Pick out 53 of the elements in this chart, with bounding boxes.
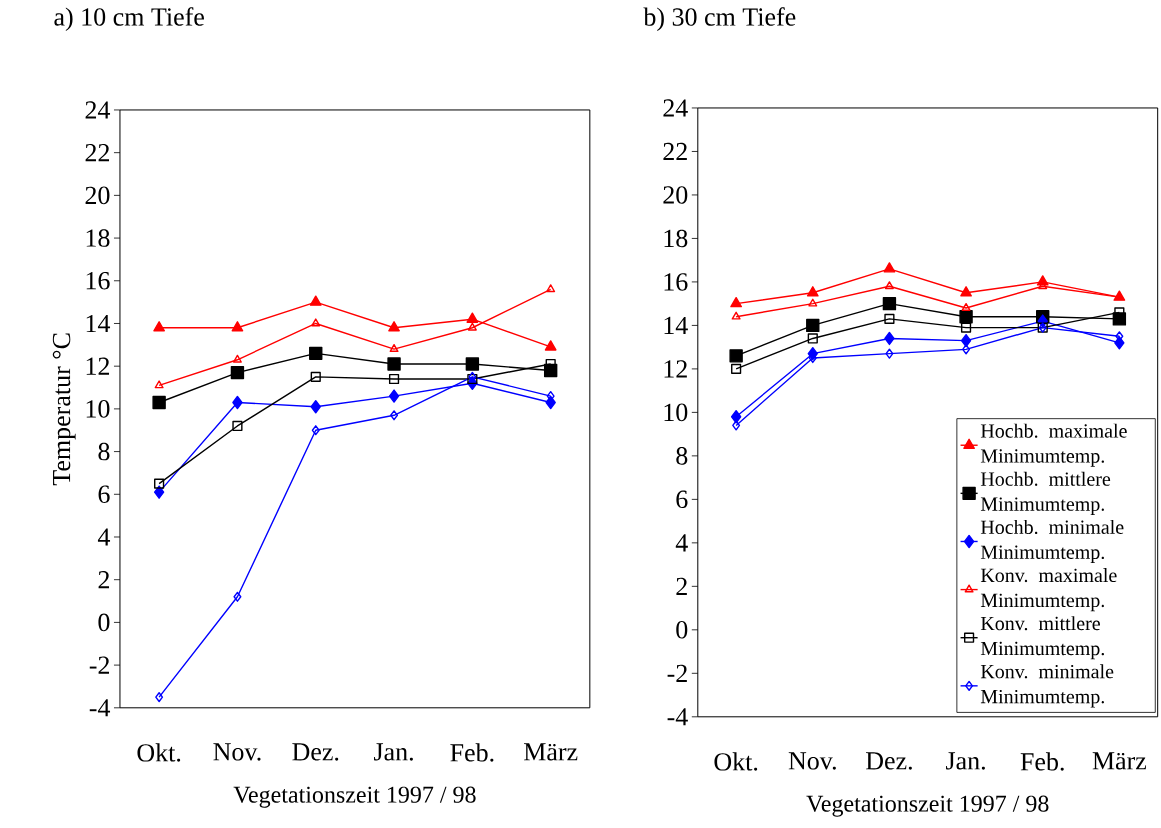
y-tick-label: 20 xyxy=(663,186,688,204)
y-tick-label: -2 xyxy=(667,664,687,683)
y-tick-label: 0 xyxy=(676,621,688,639)
chart-title: b) 30 cm Tiefe xyxy=(643,7,796,32)
y-tick-label: 6 xyxy=(98,485,110,504)
legend-label: Konv. maximale Minimumtemp. xyxy=(980,568,1117,612)
x-tick-label: März xyxy=(1092,752,1147,770)
x-tick-label: Feb. xyxy=(450,743,494,762)
y-tick-label: 22 xyxy=(85,144,110,162)
x-tick-label: Jan. xyxy=(374,743,413,761)
y-tick-label: 20 xyxy=(85,186,110,205)
y-tick-label: 24 xyxy=(663,99,688,117)
y-tick-label: 2 xyxy=(676,577,687,596)
x-tick-label: Okt. xyxy=(714,752,758,771)
legend-label: Konv. minimale Minimumtemp. xyxy=(980,664,1114,708)
x-tick-label: Jan. xyxy=(946,752,985,770)
y-tick-label: 4 xyxy=(675,534,688,552)
y-tick-label: 12 xyxy=(86,357,110,375)
y-tick-label: 10 xyxy=(86,400,110,418)
y-axis-title: Temperatur °C xyxy=(52,333,76,486)
y-tick-label: 14 xyxy=(86,315,111,333)
x-tick-label: Nov. xyxy=(788,752,836,770)
x-axis-title: Vegetationszeit 1997 / 98 xyxy=(806,795,1049,817)
y-tick-label: 24 xyxy=(85,101,111,119)
y-tick-label: 6 xyxy=(676,490,688,509)
y-tick-label: -4 xyxy=(89,699,111,717)
y-tick-label: 8 xyxy=(676,447,688,465)
y-tick-label: 10 xyxy=(664,403,688,422)
y-tick-label: 4 xyxy=(97,528,111,546)
chart-title: a) 10 cm Tiefe xyxy=(54,7,204,32)
x-tick-label: Nov. xyxy=(213,743,261,761)
y-tick-label: 16 xyxy=(86,272,110,290)
y-tick-label: 8 xyxy=(98,442,110,461)
y-tick-label: -4 xyxy=(667,708,688,726)
y-tick-label: 18 xyxy=(86,229,110,247)
legend-label: Hochb. minimale Minimumtemp. xyxy=(980,520,1124,564)
y-tick-label: 18 xyxy=(664,229,688,248)
x-tick-label: Feb. xyxy=(1020,752,1064,771)
y-tick-label: -2 xyxy=(89,656,110,674)
y-tick-label: 12 xyxy=(664,360,687,378)
legend-label: Hochb. mittlere Minimumtemp. xyxy=(980,471,1111,516)
x-tick-label: März xyxy=(524,743,578,761)
y-tick-label: 0 xyxy=(98,613,110,632)
y-tick-label: 14 xyxy=(664,316,688,335)
legend-label: Hochb. maximale Minimumtemp. xyxy=(980,423,1127,467)
y-tick-label: 16 xyxy=(664,273,688,291)
x-tick-label: Dez. xyxy=(866,752,912,770)
y-tick-label: 2 xyxy=(98,571,110,589)
legend-label: Konv. mittlere Minimumtemp. xyxy=(980,616,1104,660)
x-axis-title: Vegetationszeit 1997 / 98 xyxy=(233,786,476,808)
y-tick-label: 22 xyxy=(663,142,687,161)
x-tick-label: Okt. xyxy=(137,743,181,762)
x-tick-label: Dez. xyxy=(292,743,339,761)
